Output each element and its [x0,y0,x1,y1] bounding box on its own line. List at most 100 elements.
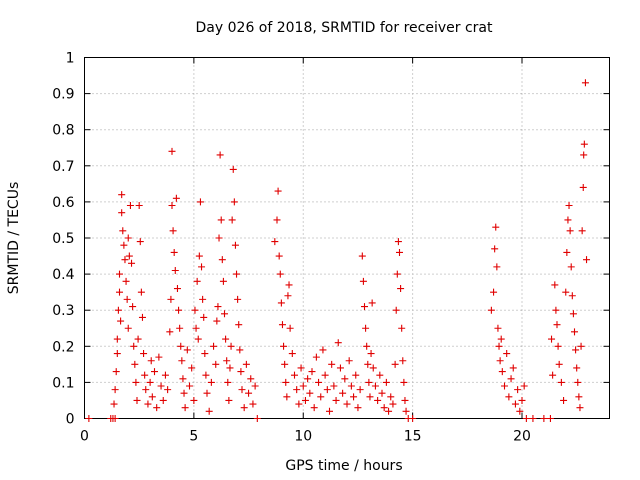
data-point [278,321,286,329]
data-point [366,393,374,401]
data-point [402,407,410,415]
data-point [134,335,142,343]
data-point [308,368,316,376]
data-point [540,415,548,422]
data-point [171,266,179,274]
data-point [516,407,524,415]
data-point [326,407,333,415]
data-point [249,400,257,408]
data-point [240,404,248,412]
data-point [193,277,201,285]
data-point [199,295,207,303]
data-point [315,378,323,386]
data-point [247,375,255,383]
data-point [213,317,221,325]
data-point [146,378,154,386]
data-point [557,378,565,386]
data-point [172,194,180,202]
data-point [202,371,210,379]
y-tick-label: 0.3 [52,303,74,319]
data-point [497,335,505,343]
data-point [110,400,118,408]
data-point [177,342,185,350]
data-point [514,386,522,394]
data-point [201,350,209,358]
data-point [409,415,417,422]
data-point [218,256,226,264]
data-point [301,396,309,404]
data-point [159,396,167,404]
data-point [350,393,358,401]
data-point [112,368,120,376]
data-point [238,386,246,394]
data-point [251,382,259,390]
data-point [581,79,589,87]
data-point [169,227,177,235]
grid-lines [84,57,610,419]
data-point [271,238,279,246]
data-point [328,360,336,368]
data-point [147,357,155,365]
y-tick-label: 0.8 [52,123,74,139]
data-point [580,151,588,159]
data-point [396,248,403,256]
data-point [113,350,121,358]
data-point [397,285,405,293]
data-point [520,382,528,390]
data-point [221,310,228,318]
data-point [188,364,196,372]
data-point [124,234,132,242]
data-point [132,378,140,386]
data-point [131,360,139,368]
data-point [549,371,557,379]
data-point [227,342,235,350]
data-point [116,288,123,296]
data-point [222,335,230,343]
data-point [576,404,584,412]
data-point [168,202,176,210]
data-point [566,227,574,235]
y-tick-label: 1 [66,51,75,67]
data-point [501,382,508,390]
data-point [275,252,283,260]
data-point [224,378,232,386]
y-axis-label: SRMTID / TECUs [6,182,22,295]
data-point [195,252,203,260]
data-point [133,396,141,404]
data-point [175,306,183,314]
data-point [194,335,202,343]
data-point [166,328,174,336]
data-point [391,360,399,368]
data-point [529,415,537,422]
data-point [312,353,320,361]
data-point [114,306,122,314]
data-point [574,378,582,386]
data-point [286,324,294,332]
data-point [273,216,281,224]
data-point [363,342,371,350]
data-point [509,364,517,372]
data-point [494,324,502,332]
data-point [493,263,501,271]
data-point [380,404,388,412]
data-point [126,202,134,210]
data-point [583,256,591,264]
data-point [200,313,208,321]
data-point [317,393,325,401]
data-point [205,407,213,415]
data-point [319,346,327,354]
data-point [285,281,293,289]
data-point [117,317,125,325]
data-point [168,147,176,155]
data-point [180,389,188,397]
data-point [553,321,561,329]
data-point [186,382,193,390]
x-tick-label: 5 [189,429,198,445]
data-point [223,357,231,365]
data-point [389,400,397,408]
data-point [352,371,360,379]
data-point [113,335,121,343]
data-point [401,396,409,404]
data-point [230,198,238,206]
data-point [138,313,146,321]
